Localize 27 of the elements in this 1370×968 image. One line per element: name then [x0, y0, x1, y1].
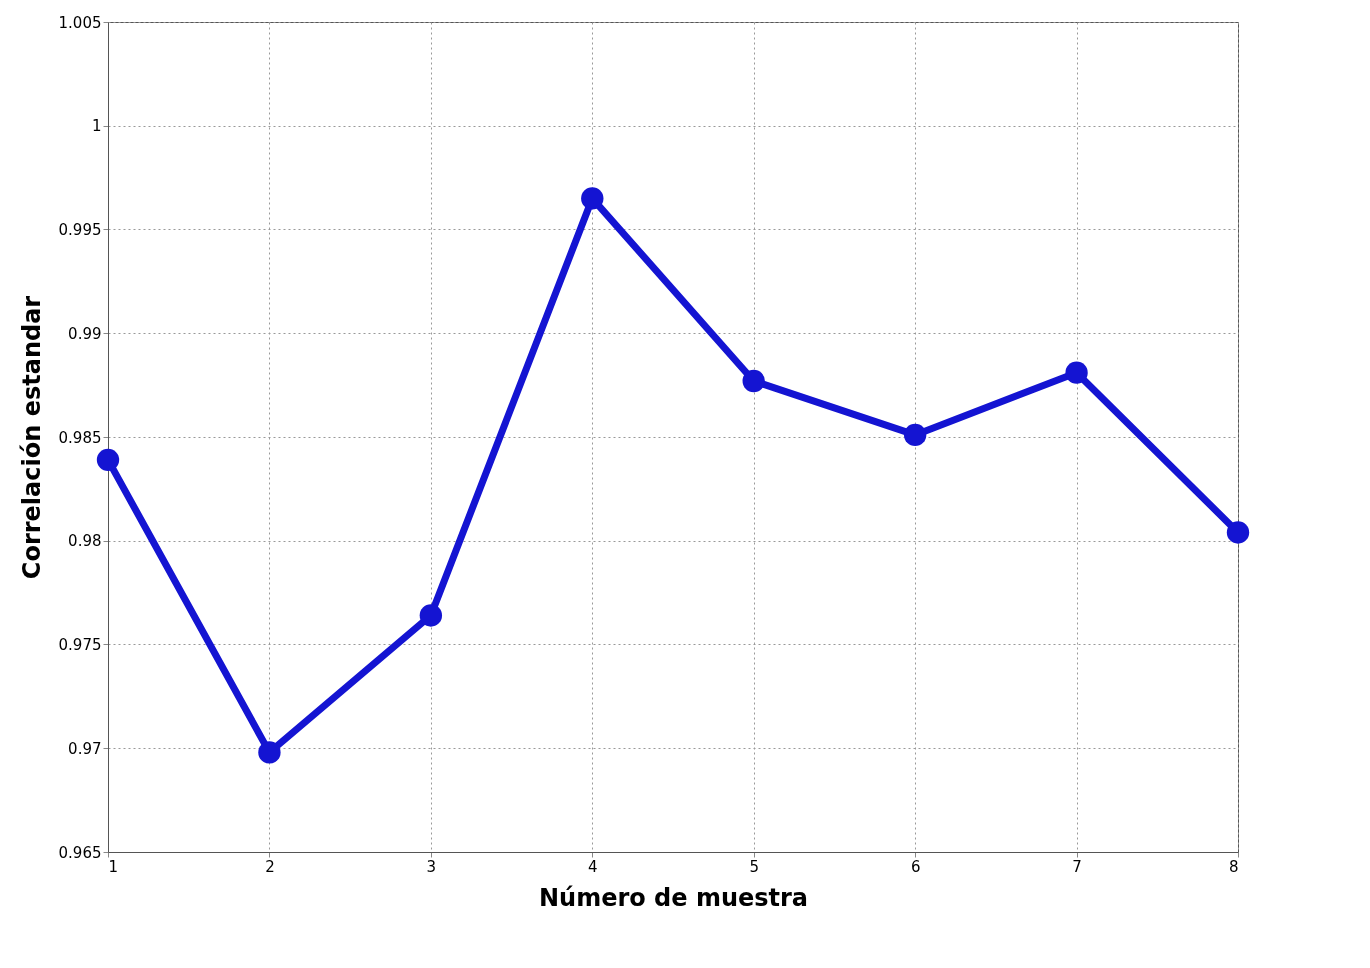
x-tick-label: 5	[749, 857, 759, 876]
x-tick-label: 4	[588, 857, 598, 876]
point	[581, 187, 604, 210]
point	[419, 604, 443, 627]
point	[258, 741, 281, 764]
x-tick-label: 7	[1072, 857, 1082, 876]
y-tick-label: 0.98	[68, 532, 102, 551]
y-tick-label: 1	[91, 117, 102, 136]
y-tick-label: 0.97	[68, 739, 102, 758]
y-tick-label: 0.995	[58, 221, 102, 239]
x-tick-label: 2	[265, 857, 275, 876]
point	[742, 369, 765, 393]
y-tick-label: 0.99	[68, 324, 102, 343]
y-tick-label: 0.975	[58, 636, 102, 654]
point	[1065, 361, 1088, 384]
point	[1226, 521, 1250, 544]
point	[903, 423, 927, 447]
y-tick-label: 0.985	[58, 428, 102, 447]
y-tick-label: 1.005	[58, 13, 102, 32]
x-axis-title: Número de muestra	[538, 883, 809, 912]
y-tick-label: 0.965	[58, 843, 102, 862]
x-tick-label: 3	[426, 857, 437, 876]
point	[96, 448, 120, 471]
x-tick-label: 8	[1228, 857, 1239, 876]
x-tick-label: 6	[910, 857, 921, 876]
y-axis-title: Correlación estandar	[17, 295, 46, 580]
x-tick-label: 1	[108, 857, 119, 876]
